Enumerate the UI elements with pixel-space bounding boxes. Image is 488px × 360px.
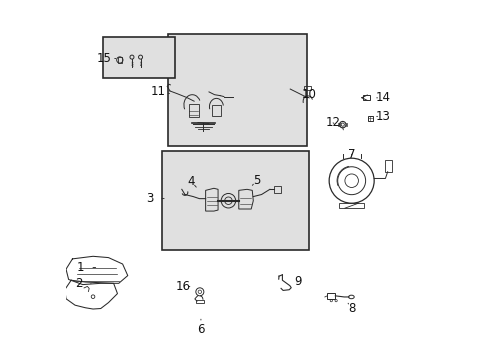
Text: 13: 13 xyxy=(375,110,390,123)
Text: 8: 8 xyxy=(347,302,355,315)
Text: 4: 4 xyxy=(187,175,196,188)
Bar xyxy=(362,95,370,100)
Bar xyxy=(188,104,198,117)
Bar xyxy=(303,86,310,90)
Bar xyxy=(167,33,306,146)
Bar xyxy=(118,57,122,63)
Bar xyxy=(326,293,335,299)
Text: 2: 2 xyxy=(75,277,91,290)
Text: 11: 11 xyxy=(150,85,169,98)
Text: 5: 5 xyxy=(252,174,260,186)
Text: 16: 16 xyxy=(175,280,190,293)
Bar xyxy=(338,123,339,126)
Bar xyxy=(211,105,221,116)
Bar xyxy=(162,152,308,249)
Bar xyxy=(367,116,372,121)
Text: 12: 12 xyxy=(325,116,340,129)
Text: 1: 1 xyxy=(77,261,96,274)
Text: 7: 7 xyxy=(347,148,355,161)
Bar xyxy=(195,300,203,302)
Text: 3: 3 xyxy=(146,192,164,205)
Bar xyxy=(339,203,363,208)
Text: 9: 9 xyxy=(294,275,301,288)
Bar xyxy=(385,161,391,172)
Bar xyxy=(103,37,175,78)
Text: 14: 14 xyxy=(375,91,390,104)
Bar xyxy=(345,123,346,126)
Text: 6: 6 xyxy=(197,319,204,336)
Bar xyxy=(273,186,281,193)
Text: 10: 10 xyxy=(302,89,316,102)
Text: 15: 15 xyxy=(97,52,116,65)
